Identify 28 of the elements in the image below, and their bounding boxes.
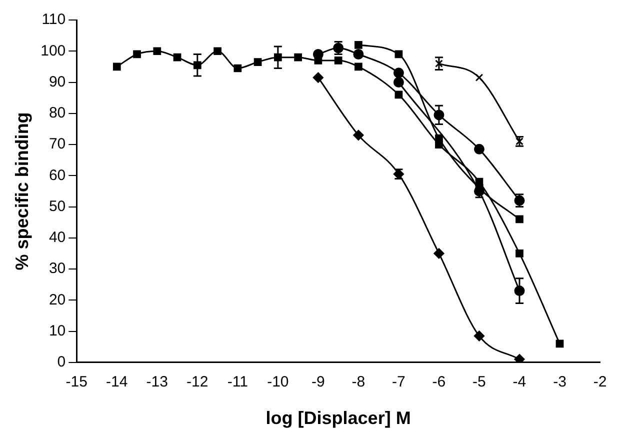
y-tick-label: 110 [42,11,66,28]
y-tick-label: 50 [48,198,66,215]
y-tick-label: 10 [48,322,66,340]
x-tick-label: -2 [593,374,607,391]
y-tick-label: 40 [48,229,66,246]
x-tick-label: -4 [512,374,526,391]
x-tick-label: -7 [392,374,406,391]
x-tick-label: -14 [106,374,128,391]
x-tick-label: -5 [472,374,486,391]
x-tick-label: -15 [66,374,88,391]
y-tick-label: 80 [48,104,66,122]
x-tick-label: -6 [432,374,446,391]
y-tick-label: 60 [48,166,66,184]
y-tick-label: 20 [48,291,66,308]
x-tick-label: -11 [227,374,248,391]
x-tick-label: -10 [267,374,289,391]
x-tick-label: -13 [146,374,168,391]
x-tick-label: -8 [352,374,366,391]
x-tick-label: -9 [312,374,325,391]
x-axis-title: log [Displacer] M [266,408,411,428]
x-tick-label: -12 [186,374,208,391]
y-tick-label: 90 [48,73,66,90]
y-axis-title: % specific binding [12,112,32,270]
y-tick-label: 0 [57,354,66,371]
y-tick-label: 70 [48,136,66,153]
y-tick-label: 100 [40,42,66,60]
x-tick-label: -3 [553,374,566,391]
y-tick-label: 30 [48,260,66,278]
